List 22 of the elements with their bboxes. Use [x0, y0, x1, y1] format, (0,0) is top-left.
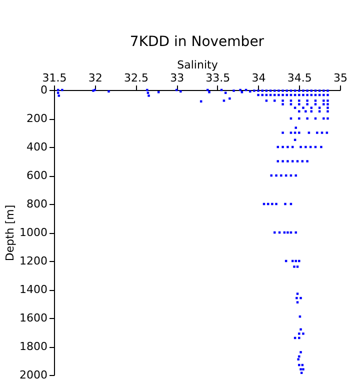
y-tick-label: 1000 — [20, 226, 48, 239]
x-tick-label: 33.5 — [206, 72, 230, 84]
y-axis-title: Depth [m] — [4, 204, 17, 262]
y-tick-label: 1800 — [20, 340, 48, 353]
y-tick-label: 1200 — [20, 254, 48, 268]
chart-title: 7KDD in November — [130, 34, 264, 50]
x-tick-label: 32 — [88, 72, 102, 84]
x-tick-label: 34 — [252, 72, 266, 84]
y-tick-label: 600 — [26, 169, 48, 182]
x-tick-label: 31.5 — [42, 72, 67, 84]
y-tick-label: 400 — [26, 140, 48, 154]
x-tick-label: 35 — [334, 72, 348, 84]
x-tick-label: 33 — [170, 72, 184, 84]
y-tick-label: 2000 — [20, 368, 48, 382]
x-tick-label: 34.5 — [287, 72, 312, 84]
x-tick-label: 32.5 — [124, 72, 148, 84]
x-axis-title: Salinity — [177, 58, 218, 72]
y-tick-label: 1400 — [20, 283, 48, 296]
y-tick-label: 0 — [40, 84, 48, 96]
y-tick-label: 1600 — [20, 312, 48, 324]
y-tick-label: 800 — [26, 198, 48, 210]
y-tick-label: 200 — [26, 112, 48, 125]
